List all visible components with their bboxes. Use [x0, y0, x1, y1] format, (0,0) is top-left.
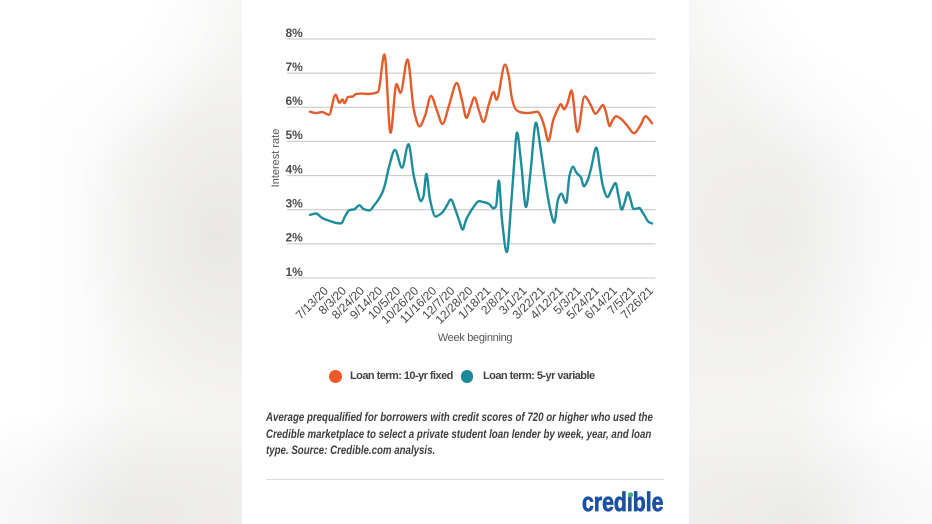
svg-text:2%: 2%: [286, 231, 304, 245]
svg-text:6%: 6%: [286, 94, 304, 108]
svg-text:3%: 3%: [286, 197, 304, 211]
svg-text:7%: 7%: [286, 60, 304, 74]
svg-text:credıble: credıble: [582, 487, 664, 517]
svg-text:8%: 8%: [286, 26, 304, 40]
svg-text:5%: 5%: [286, 128, 304, 142]
svg-text:4%: 4%: [286, 162, 304, 176]
svg-text:1%: 1%: [286, 265, 304, 279]
